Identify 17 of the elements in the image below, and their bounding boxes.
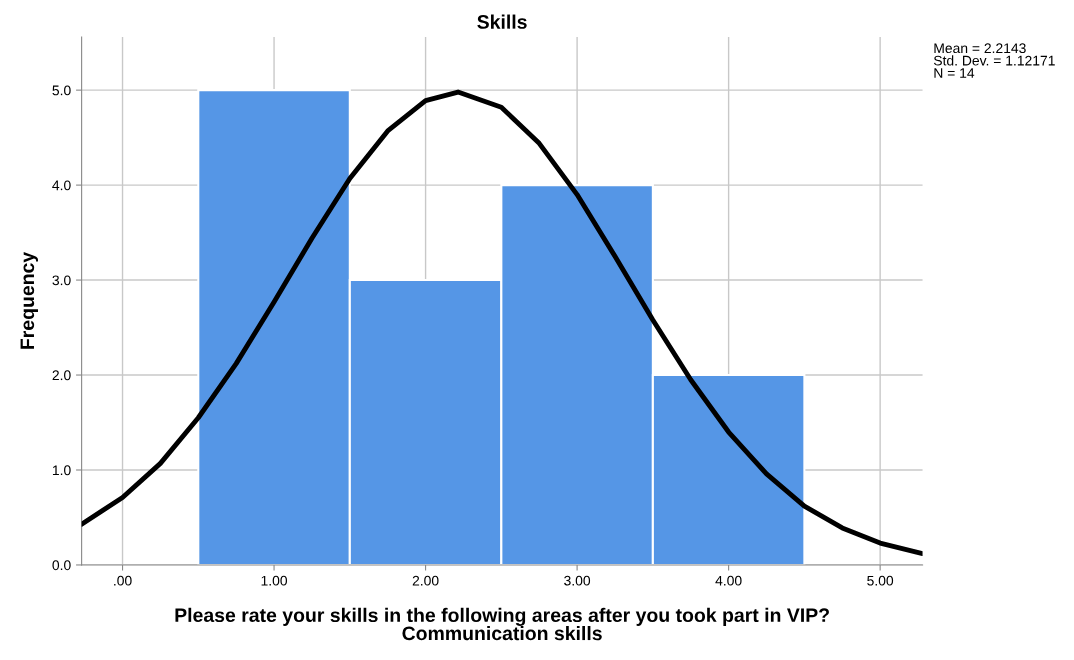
x-tick-label: 1.00 xyxy=(261,575,288,586)
y-tick-label: 0.0 xyxy=(52,560,71,571)
x-tick-label: .00 xyxy=(114,575,132,586)
x-tick-label: 5.00 xyxy=(867,575,894,586)
chart-title: Skills xyxy=(477,14,527,29)
x-tick-label: 2.00 xyxy=(412,575,439,586)
y-axis-title: Frequency xyxy=(20,251,39,349)
y-tick-label: 4.0 xyxy=(52,180,71,191)
text: Mean = 2.2143 Std. Dev. = 1.12171 N = 14 xyxy=(933,43,1055,78)
line-series xyxy=(81,89,923,556)
y-tick-label: 3.0 xyxy=(52,275,71,286)
x-tick-label: 4.00 xyxy=(715,575,742,586)
y-tick-label: 2.0 xyxy=(52,370,71,381)
x-tick-label: 3.00 xyxy=(564,575,591,586)
y-tick-label: 1.0 xyxy=(52,465,71,476)
y-tick-label: 5.0 xyxy=(52,85,71,96)
x-axis-title: Please rate your skills in the following areas after you took part in VIP? Communication skills xyxy=(175,607,829,641)
